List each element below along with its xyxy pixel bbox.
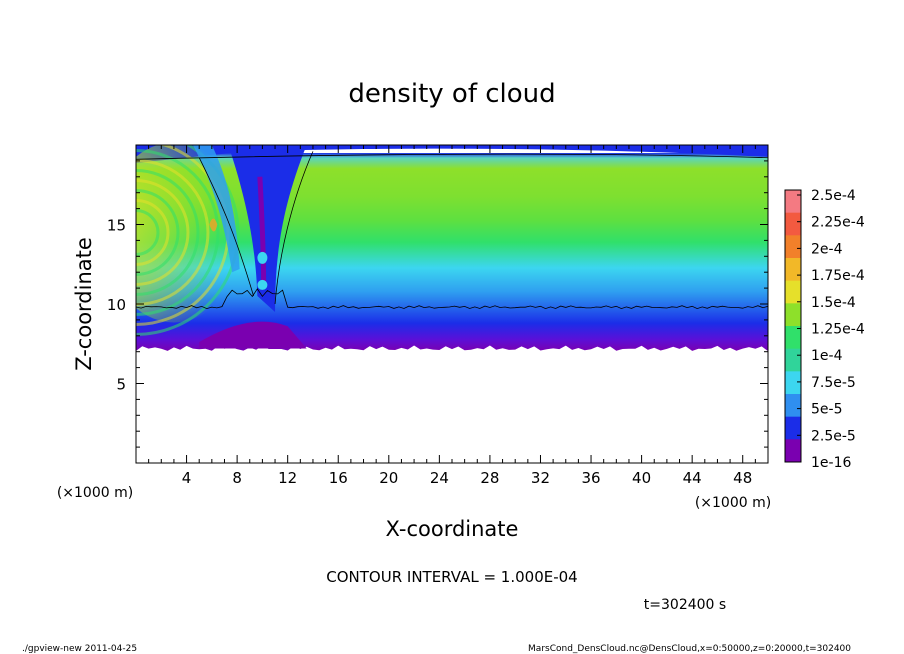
- x-tick-label: 44: [683, 469, 702, 487]
- x-tick-label: 48: [733, 469, 752, 487]
- plume-cell: [257, 251, 268, 264]
- x-tick-label: 28: [480, 469, 499, 487]
- colorbar-band: [785, 416, 801, 440]
- x-tick-label: 40: [632, 469, 651, 487]
- x-tick-label: 24: [430, 469, 449, 487]
- contour-interval-text: CONTOUR INTERVAL = 1.000E-04: [326, 568, 577, 586]
- x-tick-label: 36: [581, 469, 600, 487]
- plume-core: [257, 176, 267, 289]
- x-tick-label: 32: [531, 469, 550, 487]
- contour-line: [136, 153, 768, 160]
- colorbar-label: 1.75e-4: [811, 268, 865, 284]
- colorbar-band: [785, 235, 801, 259]
- colorbar-label: 1.5e-4: [811, 295, 856, 311]
- contour-line: [198, 151, 314, 305]
- colorbar-band: [785, 439, 801, 463]
- chart-title: density of cloud: [348, 79, 555, 109]
- x-tick-label: 4: [182, 469, 192, 487]
- colorbar-band: [785, 190, 801, 214]
- plume-column: [228, 145, 307, 312]
- wave-arc: [136, 198, 170, 266]
- wave-arc: [136, 208, 160, 256]
- colorbar-frame: [784, 189, 802, 463]
- wave-arc: [136, 145, 240, 336]
- wave-peak: [209, 218, 218, 232]
- footer-right: MarsCond_DensCloud.nc@DensCloud,x=0:5000…: [528, 644, 851, 654]
- x-tick-label: 12: [278, 469, 297, 487]
- wave-arc: [136, 188, 180, 276]
- x-unit-label: (×1000 m): [695, 495, 771, 511]
- y-tick-label: 5: [116, 376, 126, 394]
- colorbar-label: 2.5e-4: [811, 188, 856, 204]
- y-unit-label: (×1000 m): [57, 485, 133, 501]
- time-label: t=302400 s: [644, 597, 726, 613]
- colorbar-label: 1e-16: [811, 455, 851, 471]
- colorbar-label: 1.25e-4: [811, 322, 865, 338]
- colorbar-band: [785, 326, 801, 350]
- streak: [192, 145, 240, 273]
- colorbar-band: [785, 212, 801, 236]
- plume-cell: [257, 279, 268, 290]
- colorbar-label: 1e-4: [811, 348, 843, 364]
- x-axis: 4 8 12 16 20 24 28 32 36 40 44 48: [148, 145, 756, 487]
- wave-arc: [136, 158, 210, 306]
- y-axis: 5 10 15: [107, 160, 768, 448]
- x-tick-label: 20: [379, 469, 398, 487]
- x-tick-label: 8: [232, 469, 242, 487]
- colorbar-label: 7.5e-5: [811, 375, 856, 391]
- y-axis-label: Z-coordinate: [72, 237, 96, 371]
- purple-bump: [199, 321, 307, 349]
- colorbar-label: 2e-4: [811, 241, 843, 257]
- x-axis-label: X-coordinate: [386, 517, 519, 541]
- colorbar: 2.5e-4 2.25e-4 2e-4 1.75e-4 1.5e-4 1.25e-4 1e-…: [784, 188, 865, 471]
- footer-left: ./gpview-new 2011-04-25: [22, 644, 137, 654]
- colorbar-band: [785, 348, 801, 372]
- colorbar-label: 2.25e-4: [811, 215, 865, 231]
- colorbar-band: [785, 394, 801, 418]
- contour-line: [136, 288, 768, 310]
- colorbar-label: 5e-5: [811, 402, 842, 418]
- wave-arc: [136, 148, 220, 316]
- y-tick-label: 10: [107, 296, 126, 314]
- wave-arc: [136, 168, 200, 296]
- plot-area: [136, 145, 768, 352]
- colorbar-band: [785, 280, 801, 304]
- y-tick-label: 15: [107, 217, 126, 235]
- colorbar-band: [785, 303, 801, 327]
- colorbar-band: [785, 371, 801, 395]
- wave-arc: [136, 178, 190, 286]
- colorbar-band: [785, 258, 801, 282]
- colorbar-label: 2.5e-5: [811, 428, 856, 444]
- x-tick-label: 16: [329, 469, 348, 487]
